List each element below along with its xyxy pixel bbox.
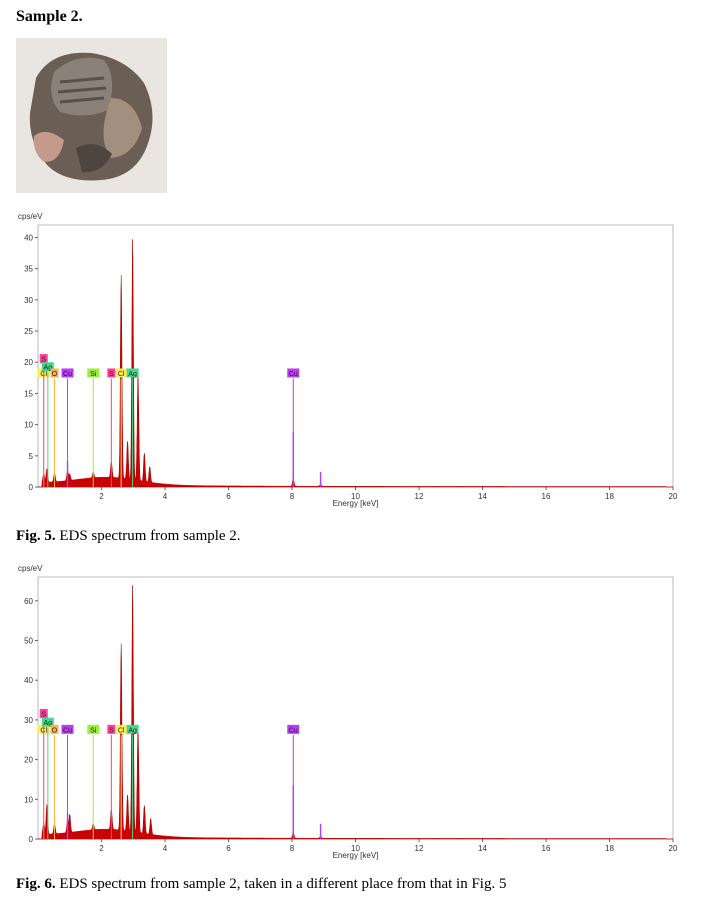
x-axis-label: Energy [keV] <box>333 851 379 860</box>
element-badge <box>87 724 100 734</box>
y-tick-label: 60 <box>24 597 33 606</box>
element-badge <box>107 724 116 734</box>
x-tick-label: 2 <box>99 492 104 501</box>
element-badge <box>115 368 128 378</box>
x-tick-label: 8 <box>290 844 295 853</box>
plot-frame <box>37 576 674 840</box>
x-tick-label: 20 <box>669 492 678 501</box>
element-badge <box>287 724 300 734</box>
eds-spectrum-chart-1: cps/eV Energy [keV] 0 5 10 15 20 25 30 35 40 2 4 6 8 10… <box>18 212 678 508</box>
element-label-ag: Ag <box>128 371 137 378</box>
y-tick-label: 30 <box>24 716 33 725</box>
y-tick-label: 25 <box>24 327 33 336</box>
x-tick-label: 12 <box>415 492 424 501</box>
caption-label: Fig. 5. <box>16 528 56 544</box>
x-tick-label: 14 <box>478 844 487 853</box>
element-badge <box>126 368 139 378</box>
element-badge <box>61 724 74 734</box>
x-tick-label: 6 <box>226 844 231 853</box>
x-tick-label: 2 <box>99 844 104 853</box>
element-label-cl: Cl <box>118 727 125 734</box>
y-tick-label: 20 <box>24 756 33 765</box>
x-tick-label: 4 <box>163 492 168 501</box>
x-tick-label: 16 <box>542 492 551 501</box>
x-tick-label: 18 <box>605 492 614 501</box>
element-label-ag: Ag <box>128 727 137 734</box>
x-tick-label: 6 <box>226 492 231 501</box>
y-tick-label: 15 <box>24 389 33 398</box>
element-badge <box>50 368 59 378</box>
element-label-ag: Ag <box>44 365 53 372</box>
y-tick-label: 20 <box>24 358 33 367</box>
element-badge <box>41 362 54 372</box>
x-tick-label: 10 <box>351 844 360 853</box>
x-tick-label: 4 <box>163 844 168 853</box>
mineral-sample-photo <box>16 38 167 193</box>
caption-text: EDS spectrum from sample 2, taken in a d… <box>55 876 507 892</box>
element-label-si: Si <box>90 371 97 378</box>
y-tick-label: 30 <box>24 296 33 305</box>
y-tick-label: 10 <box>24 795 33 804</box>
plot-frame <box>37 224 674 488</box>
spectrum-area <box>38 239 673 488</box>
element-badge <box>107 368 116 378</box>
y-tick-label: 5 <box>29 452 34 461</box>
element-label-s: S <box>109 371 114 378</box>
y-axis-label: cps/eV <box>18 212 43 221</box>
element-label-cu: Cu <box>63 727 72 734</box>
x-tick-label: 18 <box>605 844 614 853</box>
element-badge <box>61 368 74 378</box>
element-label-o: O <box>52 371 58 378</box>
y-tick-label: 40 <box>24 233 33 242</box>
element-label-si: Si <box>90 727 97 734</box>
element-label-cl: Cl <box>118 371 125 378</box>
y-tick-label: 0 <box>29 483 34 492</box>
element-badge <box>87 368 100 378</box>
element-label-cu: Cu <box>63 371 72 378</box>
element-label-cu: Cu <box>289 727 298 734</box>
figure-caption-1: Fig. 5. EDS spectrum from sample 2. <box>16 528 241 545</box>
element-label-s: S <box>109 727 114 734</box>
x-tick-label: 10 <box>351 492 360 501</box>
element-badge <box>126 724 139 734</box>
eds-spectrum-chart-2: cps/eV Energy [keV] 0 10 20 30 40 50 60 2 4 6 8 10 12 1… <box>18 564 678 860</box>
y-tick-label: 10 <box>24 421 33 430</box>
element-badge <box>115 724 128 734</box>
x-tick-label: 20 <box>669 844 678 853</box>
element-badge <box>39 354 48 364</box>
spectrum-area <box>38 585 673 840</box>
element-label-s: S <box>41 357 46 364</box>
figure-caption-2: Fig. 6. EDS spectrum from sample 2, take… <box>16 876 506 893</box>
y-tick-label: 35 <box>24 265 33 274</box>
element-badge <box>50 724 59 734</box>
caption-text: EDS spectrum from sample 2. <box>55 528 241 544</box>
element-badge <box>39 708 48 718</box>
y-tick-label: 40 <box>24 676 33 685</box>
x-tick-label: 12 <box>415 844 424 853</box>
y-tick-label: 0 <box>29 835 34 844</box>
element-label-s: S <box>41 711 46 718</box>
element-badge <box>41 717 54 727</box>
y-axis-label: cps/eV <box>18 564 43 573</box>
element-label-ag: Ag <box>44 720 53 727</box>
element-label-cu: Cu <box>289 371 298 378</box>
element-badge <box>287 368 300 378</box>
x-tick-label: 8 <box>290 492 295 501</box>
sample-heading: Sample 2. <box>16 8 83 25</box>
caption-label: Fig. 6. <box>16 876 56 892</box>
x-tick-label: 16 <box>542 844 551 853</box>
x-axis-label: Energy [keV] <box>333 499 379 508</box>
y-tick-label: 50 <box>24 637 33 646</box>
element-label-o: O <box>52 727 58 734</box>
x-tick-label: 14 <box>478 492 487 501</box>
